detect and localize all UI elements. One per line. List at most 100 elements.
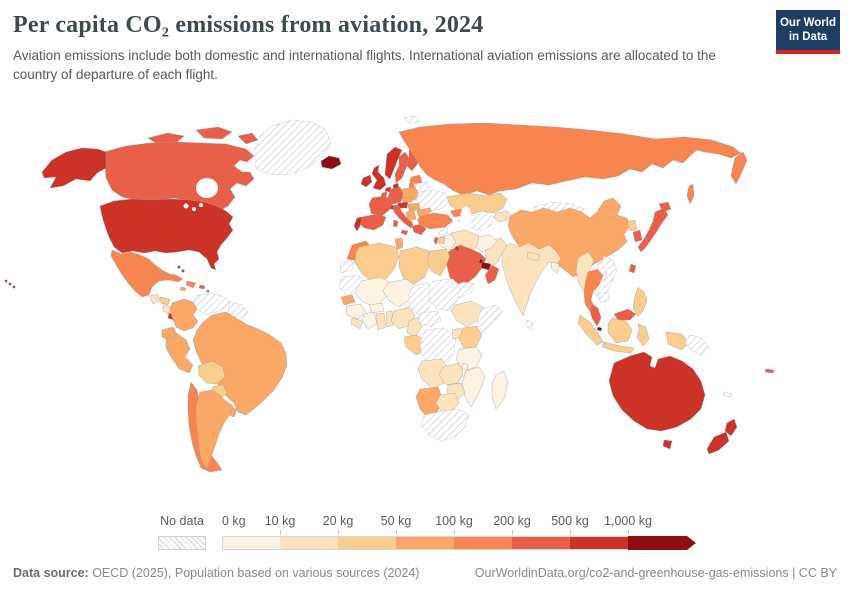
country-kuwait[interactable] [454,245,461,252]
country-new-zealand-south[interactable] [706,431,730,455]
country-tasmania[interactable] [662,439,673,450]
country-egypt[interactable] [426,248,451,277]
country-algeria[interactable] [354,242,400,284]
country-cameroon[interactable] [406,316,423,338]
country-greenland[interactable] [253,119,332,176]
country-india[interactable] [501,242,562,317]
country-malaysia-peninsula[interactable] [589,303,602,327]
country-alaska[interactable] [41,147,107,189]
country-czechia[interactable] [401,196,413,203]
country-norway[interactable] [384,146,403,180]
country-kenya[interactable] [458,325,483,352]
country-argentina[interactable] [195,389,234,469]
country-puerto-rico[interactable] [198,284,206,290]
country-nepal[interactable] [526,251,541,262]
country-sierra-leone-liberia[interactable] [350,317,364,330]
country-guinea[interactable] [345,303,367,320]
country-fiji[interactable] [764,368,775,374]
country-new-zealand-north[interactable] [724,418,738,437]
country-guatemala[interactable] [149,293,161,305]
country-sulawesi[interactable] [636,323,650,347]
country-portugal[interactable] [353,216,363,232]
country-kamchatka[interactable] [730,151,748,185]
country-tanzania[interactable] [455,346,483,372]
country-new-caledonia[interactable] [722,391,733,398]
country-sicily[interactable] [400,229,409,236]
country-germany[interactable] [387,186,404,205]
country-singapore[interactable] [596,326,603,332]
country-dr-congo[interactable] [419,327,457,368]
country-togo-benin[interactable] [385,310,394,328]
country-mexico[interactable] [110,249,171,298]
country-south-africa[interactable] [420,408,470,442]
country-israel[interactable] [433,236,439,246]
country-japan[interactable] [637,207,669,253]
country-vietnam[interactable] [595,255,618,302]
country-bahamas[interactable] [177,265,181,269]
country-mozambique[interactable] [461,366,486,408]
country-niger[interactable] [382,278,416,308]
country-hawaii[interactable] [12,285,16,289]
country-lesser-antilles[interactable] [206,289,210,293]
country-taiwan[interactable] [628,263,637,274]
country-north-korea[interactable] [626,219,638,232]
country-jamaica[interactable] [179,286,187,292]
country-ireland[interactable] [360,174,373,188]
country-zambia[interactable] [438,362,465,386]
country-papua-new-guinea[interactable] [684,334,710,356]
country-west-papua[interactable] [665,331,690,351]
country-ukraine[interactable] [415,189,450,212]
country-saudi-arabia[interactable] [446,244,487,288]
country-netherlands[interactable] [384,186,392,193]
country-tunisia[interactable] [394,237,404,251]
country-central-african-republic[interactable] [418,310,442,328]
country-hispaniola[interactable] [185,280,197,289]
country-spain[interactable] [357,213,387,231]
country-canada-arctic-island[interactable] [147,132,185,144]
country-angola[interactable] [417,358,449,390]
country-peru[interactable] [165,333,194,374]
country-honduras[interactable] [159,296,171,306]
country-australia[interactable] [608,351,706,432]
country-mali[interactable] [354,276,391,308]
country-serbia-balkans[interactable] [405,210,417,222]
country-cote-divoire[interactable] [361,311,378,330]
legend-bucket-6[interactable] [570,536,628,550]
country-thailand[interactable] [583,268,604,314]
country-iceland[interactable] [320,155,342,170]
country-venezuela[interactable] [192,292,231,316]
country-cuba[interactable] [157,272,184,283]
country-borneo[interactable] [607,317,633,344]
country-svalbard[interactable] [403,115,421,125]
country-java[interactable] [601,341,635,354]
owid-logo[interactable]: Our World in Data [776,10,840,54]
country-canada-arctic-island[interactable] [237,132,259,145]
country-sri-lanka[interactable] [525,319,534,332]
country-france[interactable] [368,195,394,218]
country-chad[interactable] [408,282,434,316]
country-sumatra[interactable] [577,314,604,346]
country-brazil[interactable] [192,311,288,416]
country-south-korea[interactable] [632,229,643,243]
country-hawaii[interactable] [4,279,8,283]
country-nicaragua[interactable] [162,304,172,315]
legend-bucket-0[interactable] [222,536,280,550]
country-ghana[interactable] [375,312,387,331]
country-italy[interactable] [392,205,414,229]
country-malaysia-borneo[interactable] [613,308,637,321]
legend-bucket-7[interactable] [628,536,696,550]
country-sakhalin[interactable] [686,183,695,205]
legend-no-data-label[interactable]: No data [160,514,204,528]
country-senegal[interactable] [340,294,356,306]
country-somalia[interactable] [476,304,504,334]
country-bolivia[interactable] [197,360,226,385]
country-libya[interactable] [398,246,431,285]
country-madagascar[interactable] [491,370,509,410]
legend-bucket-4[interactable] [454,536,512,550]
legend-bucket-2[interactable] [338,536,396,550]
country-ethiopia[interactable] [450,300,484,328]
legend-no-data-swatch[interactable] [158,536,206,550]
country-philippines[interactable] [632,286,648,318]
legend-bucket-3[interactable] [396,536,454,550]
country-oman[interactable] [484,264,500,285]
